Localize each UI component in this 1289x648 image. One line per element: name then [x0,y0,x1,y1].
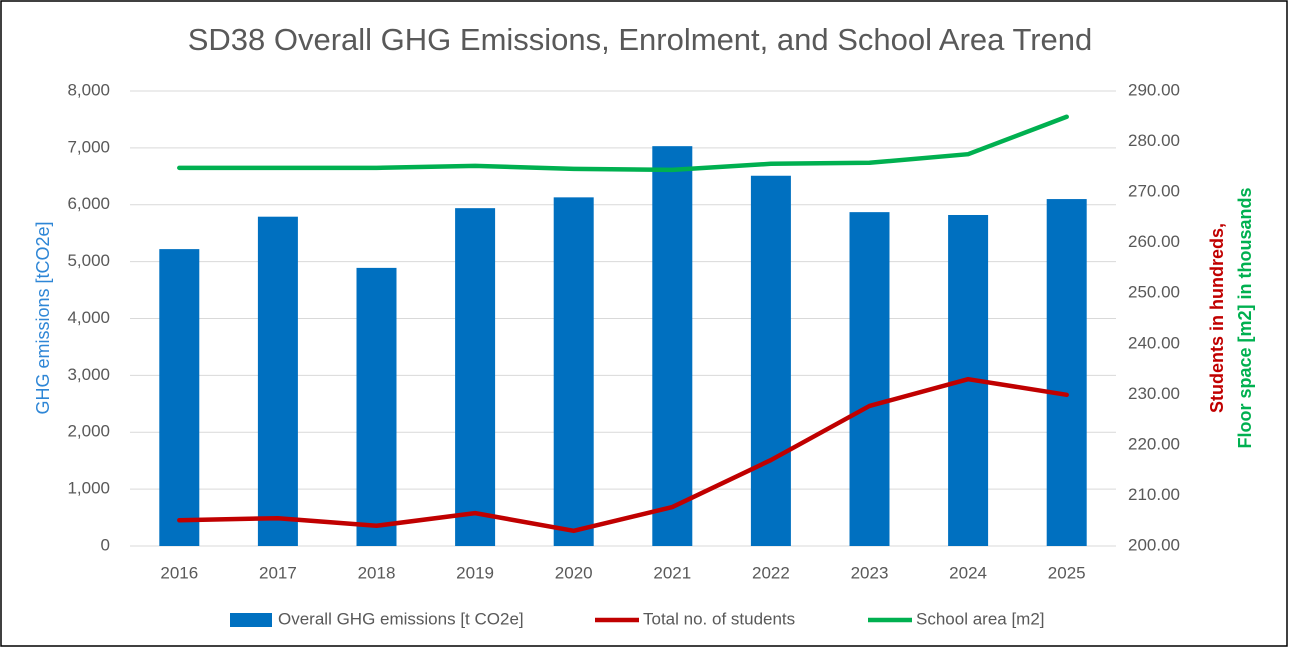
bar [750,175,791,546]
x-tick-label: 2020 [555,563,593,582]
x-tick-label: 2024 [949,563,987,582]
y2-tick-label: 250.00 [1128,283,1180,302]
y2-tick-label: 240.00 [1128,333,1180,352]
y-tick-label: 5,000 [67,251,110,270]
legend-label: Total no. of students [643,609,795,628]
y2-tick-label: 220.00 [1128,434,1180,453]
y-tick-label: 3,000 [67,365,110,384]
y2-tick-label: 290.00 [1128,80,1180,99]
y2-tick-label: 280.00 [1128,131,1180,150]
line [177,114,1069,173]
y-tick-label: 4,000 [67,308,110,327]
x-tick-label: 2023 [851,563,889,582]
bar [159,249,200,547]
x-tick-label: 2019 [456,563,494,582]
line [177,376,1069,534]
x-tick-label: 2021 [653,563,691,582]
legend-swatch [230,613,272,627]
x-tick-label: 2016 [160,563,198,582]
y-axis-label: GHG emissions [tCO2e] [33,221,53,414]
y-tick-label: 1,000 [67,479,110,498]
x-tick-label: 2022 [752,563,790,582]
bar [257,216,298,546]
bar [553,197,594,546]
x-tick-label: 2018 [358,563,396,582]
y-tick-label: 2,000 [67,422,110,441]
legend-label: School area [m2] [916,609,1045,628]
y-tick-label: 8,000 [67,80,110,99]
y-tick-label: 7,000 [67,137,110,156]
y2-axis-label: Floor space [m2] in thousands [1235,187,1255,448]
legend-label: Overall GHG emissions [t CO2e] [278,609,524,628]
y-tick-label: 0 [101,535,110,554]
y2-tick-label: 260.00 [1128,232,1180,251]
y2-axis-label: Students in hundreds, [1207,223,1227,413]
y2-tick-label: 270.00 [1128,182,1180,201]
bar [849,212,890,547]
chart-title: SD38 Overall GHG Emissions, Enrolment, a… [188,22,1093,57]
bar [356,267,397,546]
y2-tick-label: 210.00 [1128,485,1180,504]
x-tick-label: 2017 [259,563,297,582]
y2-tick-label: 200.00 [1128,535,1180,554]
x-tick-label: 2025 [1048,563,1086,582]
bar [652,146,693,546]
bar [1046,199,1087,546]
y2-tick-label: 230.00 [1128,384,1180,403]
bar [455,208,496,546]
y-tick-label: 6,000 [67,194,110,213]
